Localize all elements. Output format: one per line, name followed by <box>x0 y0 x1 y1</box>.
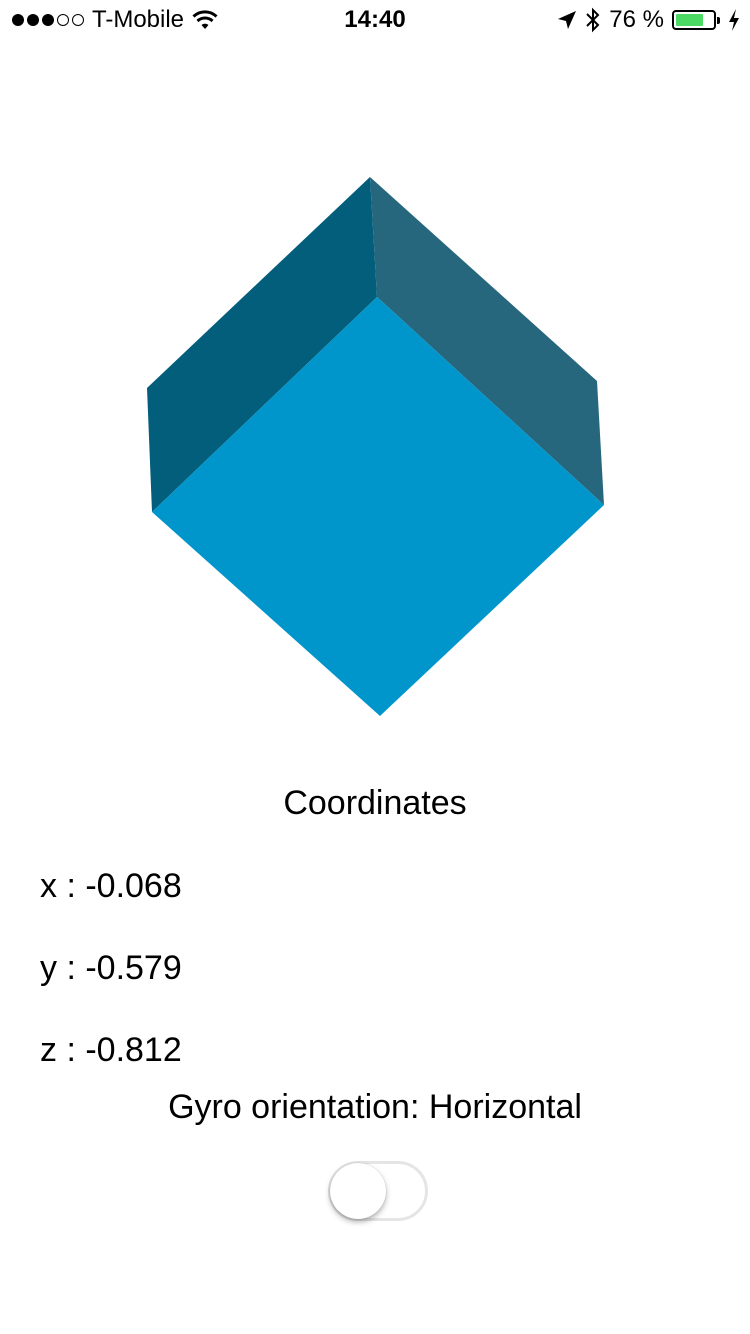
gyro-orientation-label: Gyro orientation: Horizontal <box>168 1088 582 1126</box>
wifi-icon <box>192 10 218 29</box>
bluetooth-icon <box>586 7 600 33</box>
gyro-orientation-toggle[interactable] <box>328 1161 428 1221</box>
signal-dot-empty <box>57 14 69 26</box>
cube-left-face <box>147 177 377 512</box>
signal-strength-icon <box>12 14 84 26</box>
status-left: T-Mobile <box>12 6 218 34</box>
signal-dot-empty <box>72 14 84 26</box>
toggle-knob[interactable] <box>330 1163 386 1219</box>
battery-percentage: 76 % <box>609 6 664 33</box>
coordinates-heading: Coordinates <box>283 784 467 822</box>
signal-dot <box>27 14 39 26</box>
carrier-name: T-Mobile <box>92 6 185 33</box>
cube-front-face <box>152 297 604 716</box>
signal-dot <box>42 14 54 26</box>
coordinate-x: x : -0.068 <box>40 867 182 905</box>
gyro-cube-view <box>147 177 604 716</box>
status-bar: T-Mobile 14:40 76 % <box>0 0 750 40</box>
cube-right-face <box>370 177 604 505</box>
coordinate-y: y : -0.579 <box>40 949 182 987</box>
coordinate-z: z : -0.812 <box>40 1031 182 1069</box>
status-right: 76 % <box>557 6 740 34</box>
signal-dot <box>12 14 24 26</box>
charging-bolt-icon <box>729 9 739 31</box>
battery-fill <box>676 14 704 26</box>
status-time: 14:40 <box>344 6 406 33</box>
location-arrow-icon <box>558 11 577 29</box>
battery-icon <box>672 10 720 30</box>
